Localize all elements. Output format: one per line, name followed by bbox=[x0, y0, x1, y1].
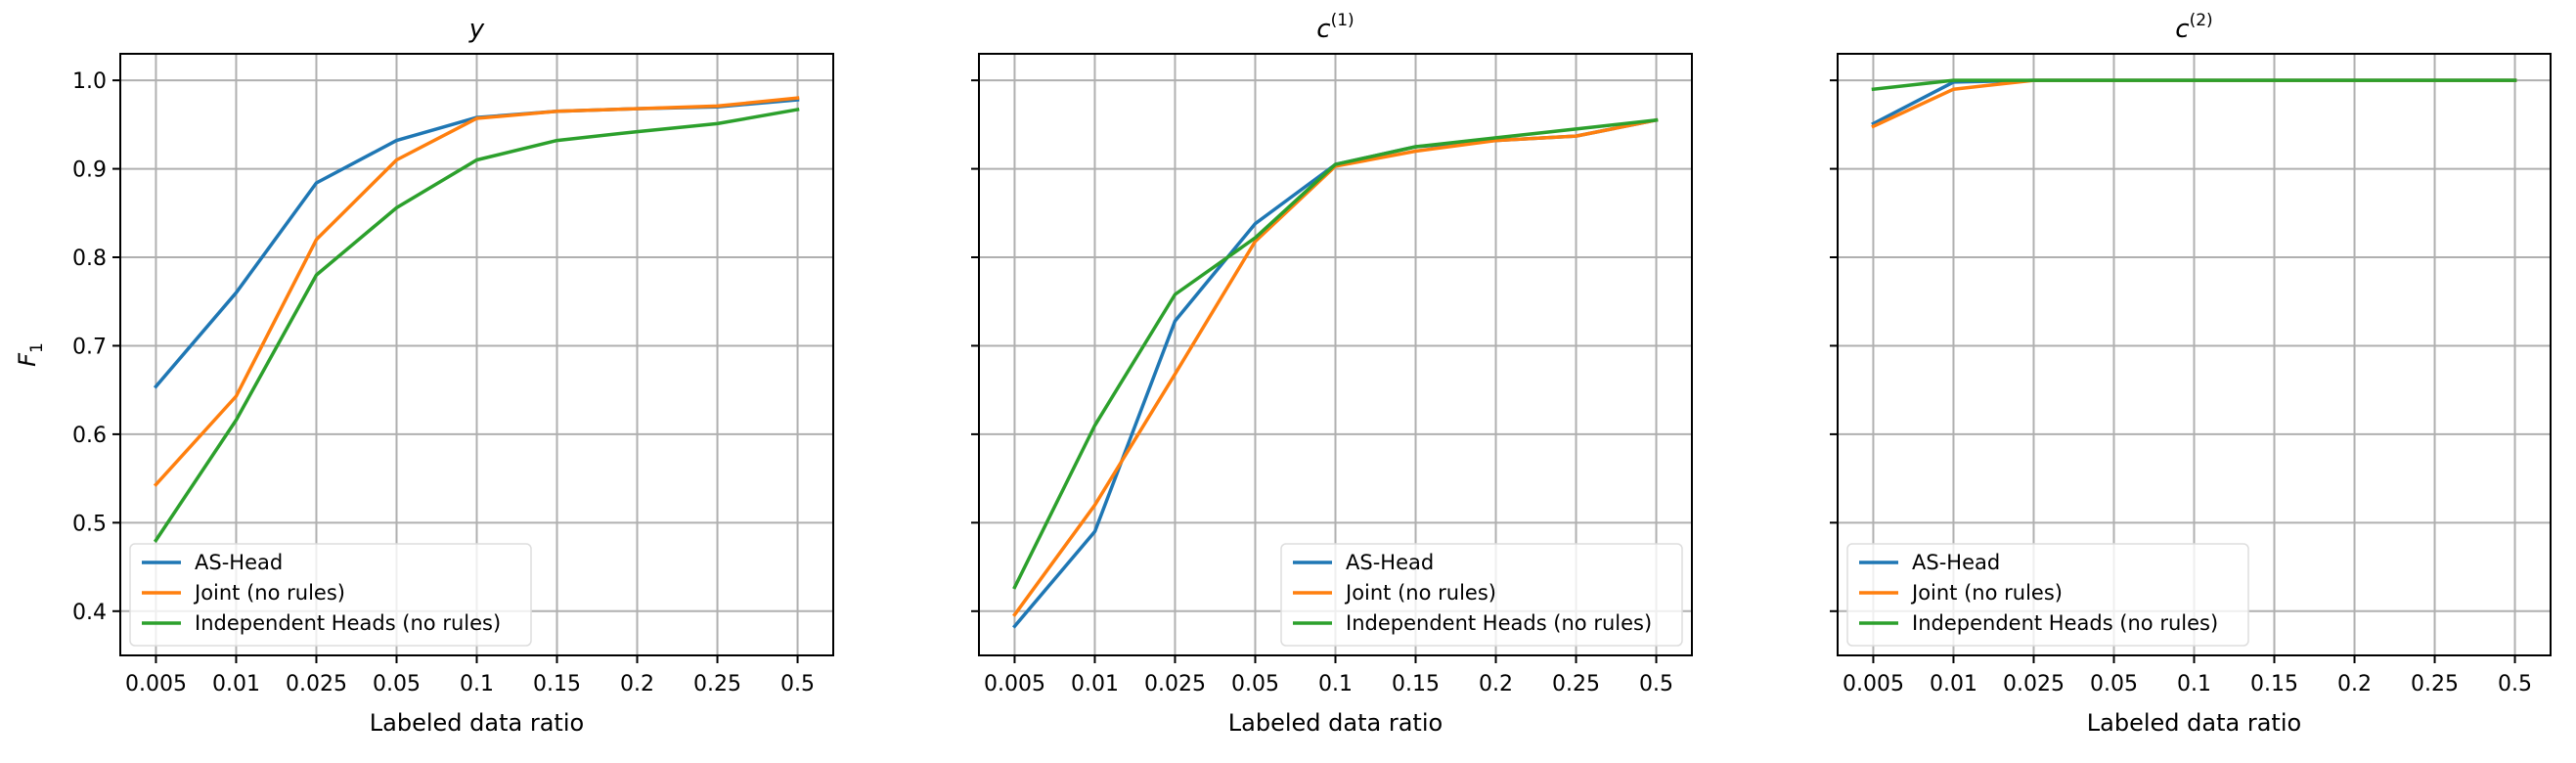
series-line-3 bbox=[1012, 117, 1659, 590]
chart-title: y bbox=[468, 15, 485, 44]
y-axis-label-main: F bbox=[14, 352, 41, 367]
chart-title: c(1) bbox=[1316, 11, 1354, 44]
legend-box bbox=[129, 543, 532, 647]
series-line-3 bbox=[1871, 78, 2517, 92]
legend: AS-Head Joint (no rules) Independent Heads… bbox=[1280, 543, 1683, 647]
axes-frame bbox=[119, 53, 834, 656]
x-tick-label: 0.01 bbox=[1930, 672, 1977, 696]
chart-title-superscript: (2) bbox=[2190, 11, 2213, 30]
legend-entry-label: Independent Heads (no rules) bbox=[1912, 611, 2218, 635]
x-tick-label: 0.005 bbox=[1843, 672, 1904, 696]
x-tick-label: 0.2 bbox=[1479, 672, 1513, 696]
y-axis-label: F1 bbox=[14, 342, 47, 367]
y-axis-label-subscript: 1 bbox=[27, 342, 47, 353]
chart-title: c(2) bbox=[2175, 11, 2212, 44]
y-tick-label: 1.0 bbox=[72, 69, 107, 94]
x-tick-label: 0.2 bbox=[2337, 672, 2372, 696]
x-tick-label: 0.1 bbox=[2177, 672, 2211, 696]
legend: AS-Head Joint (no rules) Independent Heads… bbox=[1846, 543, 2249, 647]
x-tick-label: 0.25 bbox=[1552, 672, 1600, 696]
axes-frame bbox=[978, 53, 1693, 656]
x-tick-label: 0.01 bbox=[1071, 672, 1119, 696]
x-tick-label: 0.15 bbox=[2250, 672, 2298, 696]
series-line-2 bbox=[153, 96, 800, 487]
x-tick-label: 0.05 bbox=[2090, 672, 2138, 696]
x-tick-label: 0.25 bbox=[693, 672, 741, 696]
x-tick-label: 0.005 bbox=[125, 672, 187, 696]
axes-frame bbox=[1837, 53, 2552, 656]
legend-entry-label: AS-Head bbox=[1912, 551, 2000, 574]
x-axis-label: Labeled data ratio bbox=[1228, 709, 1443, 737]
legend: AS-Head Joint (no rules) Independent Heads… bbox=[129, 543, 532, 647]
legend-entry-label: Independent Heads (no rules) bbox=[1346, 611, 1652, 635]
y-tick-label: 0.5 bbox=[72, 512, 107, 536]
y-tick-label: 0.7 bbox=[72, 335, 107, 359]
x-tick-label: 0.5 bbox=[2498, 672, 2532, 696]
legend-entry-label: Joint (no rules) bbox=[1910, 581, 2063, 605]
chart-panel-2: 0.005 0.01 0.025 0.05 0.1 0.15 0.2 0.25 0.5 c(1) L… bbox=[971, 11, 1693, 737]
chart-panel-3: 0.005 0.01 0.025 0.05 0.1 0.15 0.2 0.25 0.5 c(2) L… bbox=[1830, 11, 2552, 737]
chart-title-main: y bbox=[468, 15, 485, 44]
x-tick-label: 0.05 bbox=[1231, 672, 1279, 696]
x-tick-label: 0.1 bbox=[460, 672, 494, 696]
x-tick-label: 0.1 bbox=[1318, 672, 1353, 696]
y-tick-label: 0.4 bbox=[72, 601, 107, 625]
x-tick-label: 0.05 bbox=[373, 672, 421, 696]
x-axis-label: Labeled data ratio bbox=[2087, 709, 2301, 737]
legend-entry-label: AS-Head bbox=[1346, 551, 1434, 574]
y-tick-label: 0.8 bbox=[72, 247, 107, 271]
x-tick-label: 0.15 bbox=[533, 672, 581, 696]
legend-entry-label: Joint (no rules) bbox=[1344, 581, 1496, 605]
chart-title-superscript: (1) bbox=[1331, 11, 1355, 30]
x-tick-label: 0.025 bbox=[286, 672, 347, 696]
series-line-3 bbox=[153, 107, 800, 543]
x-tick-label: 0.2 bbox=[620, 672, 654, 696]
x-tick-label: 0.025 bbox=[2003, 672, 2065, 696]
x-axis-label: Labeled data ratio bbox=[370, 709, 584, 737]
x-tick-label: 0.5 bbox=[780, 672, 815, 696]
legend-entry-label: Joint (no rules) bbox=[193, 581, 345, 605]
x-tick-label: 0.25 bbox=[2411, 672, 2459, 696]
chart-title-main: c bbox=[2175, 15, 2189, 44]
legend-box bbox=[1280, 543, 1683, 647]
x-tick-label: 0.5 bbox=[1639, 672, 1673, 696]
y-tick-label: 0.9 bbox=[72, 158, 107, 183]
legend-box bbox=[1846, 543, 2249, 647]
x-tick-label: 0.15 bbox=[1392, 672, 1440, 696]
legend-entry-label: Independent Heads (no rules) bbox=[195, 611, 501, 635]
y-tick-label: 0.6 bbox=[72, 424, 107, 448]
x-tick-label: 0.01 bbox=[212, 672, 260, 696]
x-tick-label: 0.025 bbox=[1144, 672, 1206, 696]
chart-panel-1: 0.4 0.5 0.6 0.7 0.8 0.9 1.0 0.005 0.01 0.025 0.05 0… bbox=[14, 15, 834, 737]
x-tick-label: 0.005 bbox=[984, 672, 1045, 696]
chart-title-main: c bbox=[1316, 15, 1330, 44]
legend-entry-label: AS-Head bbox=[195, 551, 283, 574]
